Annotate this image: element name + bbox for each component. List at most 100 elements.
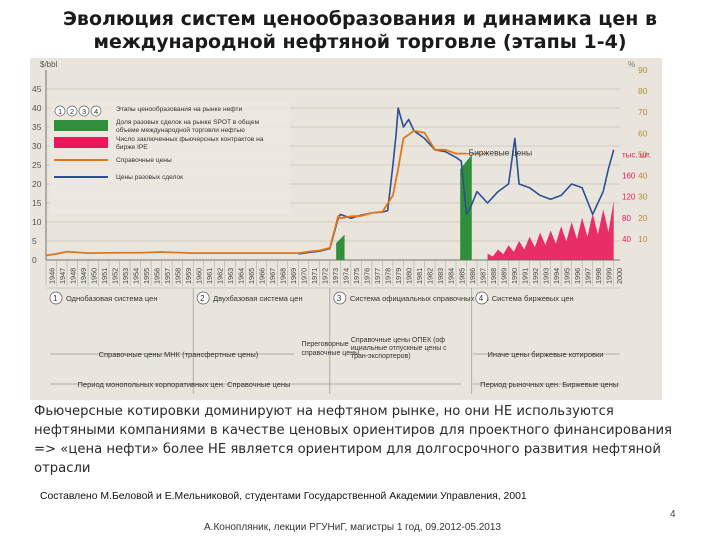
slide-title: Эволюция систем ценообразования и динами… bbox=[62, 8, 658, 53]
futures-tick-label: 160 bbox=[622, 172, 636, 181]
x-tick-label: 1980 bbox=[405, 268, 414, 284]
y-tick-label: 15 bbox=[32, 198, 42, 208]
x-tick-label: 2000 bbox=[615, 268, 624, 284]
futures-tick-label: 120 bbox=[622, 193, 636, 202]
stage-label: Однобазовая система цен bbox=[66, 294, 157, 303]
x-tick-label: 1981 bbox=[415, 268, 424, 284]
conclusion-text: Фьючерсные котировки доминируют на нефтя… bbox=[34, 404, 672, 476]
legend-label-futures: Число заключенных фьючерсных контрактов … bbox=[116, 136, 264, 143]
stage-circle bbox=[475, 291, 489, 305]
x-tick-label: 1964 bbox=[236, 268, 245, 284]
y2-tick-label: 90 bbox=[638, 65, 648, 75]
legend-label-futures: бирже IPE bbox=[116, 143, 148, 151]
x-tick-label: 1979 bbox=[394, 268, 403, 284]
x-tick-label: 1959 bbox=[184, 268, 193, 284]
price-band-label: справочные цены bbox=[301, 350, 359, 357]
x-tick-label: 1973 bbox=[331, 268, 340, 284]
x-tick-label: 1966 bbox=[258, 268, 267, 284]
x-tick-label: 1992 bbox=[531, 268, 540, 284]
futures-tick-label: 80 bbox=[622, 214, 631, 223]
credit-line: Составлено М.Беловой и Е.Мельниковой, ст… bbox=[40, 491, 527, 502]
legend-swatch-futures bbox=[54, 137, 108, 148]
stage-number: 1 bbox=[53, 294, 58, 303]
stage-number: 4 bbox=[479, 294, 484, 303]
y2-tick-label: 40 bbox=[638, 171, 648, 181]
price-band-label: Иначе цены биржевые котировки bbox=[488, 350, 604, 359]
x-tick-label: 1960 bbox=[194, 268, 203, 284]
x-tick-label: 1957 bbox=[163, 268, 172, 284]
x-tick-label: 1991 bbox=[520, 268, 529, 284]
y-tick-label: 45 bbox=[32, 84, 42, 94]
legend-stage-circle bbox=[78, 105, 90, 117]
reference-price-line bbox=[45, 129, 467, 257]
x-tick-label: 1971 bbox=[310, 268, 319, 284]
y-tick-label: 25 bbox=[32, 160, 42, 170]
x-tick-label: 1963 bbox=[226, 268, 235, 284]
y-tick-label: 5 bbox=[32, 236, 37, 246]
price-band-label: Справочные цены ОПЕК (оф bbox=[351, 337, 445, 344]
x-tick-label: 1965 bbox=[247, 268, 256, 284]
y2-tick-label: 80 bbox=[638, 86, 648, 96]
x-tick-label: 1983 bbox=[436, 268, 445, 284]
period-label: Период рыночных цен. Биржевые цены bbox=[480, 380, 618, 389]
x-tick-label: 1956 bbox=[152, 268, 161, 284]
x-tick-label: 1999 bbox=[604, 268, 613, 284]
legend-stage-circle bbox=[54, 105, 66, 117]
x-tick-label: 1976 bbox=[363, 268, 372, 284]
x-tick-label: 1995 bbox=[562, 268, 571, 284]
stage-label: Система биржевых цен bbox=[492, 294, 574, 303]
legend-label-reference: Справочные цены bbox=[116, 157, 172, 164]
x-tick-label: 1997 bbox=[583, 268, 592, 284]
price-band-label: Справочные цены МНК (трансфертные цены) bbox=[99, 350, 259, 359]
y-tick-label: 20 bbox=[32, 179, 42, 189]
futures-tick-label: 40 bbox=[622, 235, 631, 244]
x-tick-label: 1982 bbox=[426, 268, 435, 284]
x-tick-label: 1951 bbox=[100, 268, 109, 284]
y2-tick-label: 30 bbox=[638, 192, 648, 202]
footer-text: А.Конопляник, лекции РГУНиГ, магистры 1 … bbox=[204, 522, 501, 533]
legend-label-spot: Цены разовых сделок bbox=[116, 174, 183, 181]
x-tick-label: 1977 bbox=[373, 268, 382, 284]
y-tick-label: 10 bbox=[32, 217, 42, 227]
page-number: 4 bbox=[670, 509, 676, 520]
y2-tick-label: 20 bbox=[638, 213, 648, 223]
x-tick-label: 1961 bbox=[205, 268, 214, 284]
x-tick-label: 1998 bbox=[594, 268, 603, 284]
x-tick-label: 1949 bbox=[79, 268, 88, 284]
futures-tick-label: тыс. шт. bbox=[622, 150, 651, 159]
price-band-label: тран-экспортеров) bbox=[351, 353, 411, 360]
y-tick-label: 40 bbox=[32, 103, 42, 113]
x-tick-label: 1990 bbox=[510, 268, 519, 284]
legend-stage-circle bbox=[90, 105, 102, 117]
x-tick-label: 1984 bbox=[447, 268, 456, 284]
stage-circle bbox=[333, 291, 347, 305]
legend-stage-number: 1 bbox=[58, 107, 62, 116]
stage-number: 2 bbox=[200, 294, 205, 303]
x-tick-label: 1952 bbox=[110, 268, 119, 284]
futures-contracts-area bbox=[487, 200, 614, 260]
x-tick-label: 1989 bbox=[499, 268, 508, 284]
x-tick-label: 1955 bbox=[142, 268, 151, 284]
x-tick-label: 1974 bbox=[342, 268, 351, 284]
legend-stage-number: 4 bbox=[94, 107, 98, 116]
stage-label: Система официальных справочных цен bbox=[350, 294, 489, 303]
x-tick-label: 1985 bbox=[457, 268, 466, 284]
x-tick-label: 1975 bbox=[352, 268, 361, 284]
y2-tick-label: 60 bbox=[638, 128, 648, 138]
x-tick-label: 1970 bbox=[300, 268, 309, 284]
stage-number: 3 bbox=[337, 294, 342, 303]
spot-share-bar bbox=[336, 234, 345, 260]
x-tick-label: 1967 bbox=[268, 268, 277, 284]
stage-circle bbox=[196, 291, 210, 305]
stage-label: Двухбазовая система цен bbox=[213, 294, 302, 303]
y-tick-label: 0 bbox=[32, 255, 37, 265]
x-tick-label: 1994 bbox=[552, 268, 561, 284]
x-tick-label: 1962 bbox=[215, 268, 224, 284]
price-band-label: Переговорные bbox=[301, 341, 348, 348]
y-tick-label: 35 bbox=[32, 122, 42, 132]
x-tick-label: 1993 bbox=[541, 268, 550, 284]
annotation-exchange-prices: Биржевые цены bbox=[469, 148, 532, 158]
x-tick-label: 1996 bbox=[573, 268, 582, 284]
legend-swatch-spot-share bbox=[54, 120, 108, 131]
x-tick-label: 1987 bbox=[478, 268, 487, 284]
